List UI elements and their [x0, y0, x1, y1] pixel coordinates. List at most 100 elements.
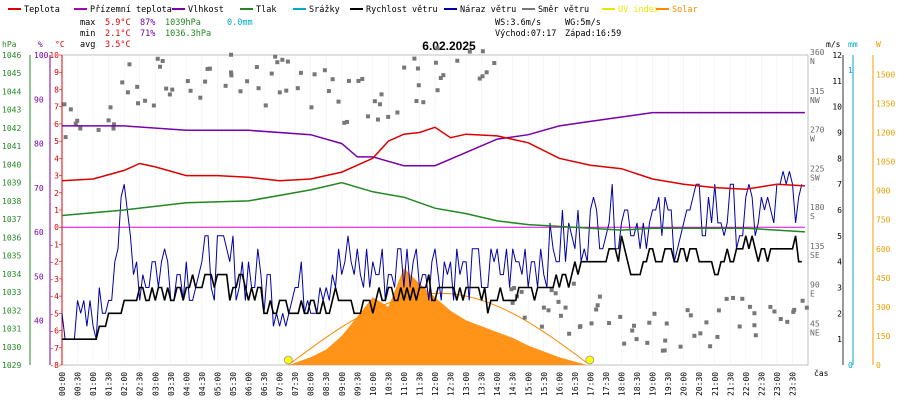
temperature-line: [61, 126, 805, 191]
legend-label: Solar: [672, 5, 698, 15]
wind-direction-point: [645, 340, 650, 345]
wind-direction-point: [435, 88, 440, 93]
stats-max-temp: 5.9°C: [105, 18, 131, 28]
humidity-tick-label: 50: [34, 272, 44, 281]
wind-direction-point: [546, 308, 551, 313]
wind-direction-point: [549, 288, 554, 293]
wind-direction-point: [597, 294, 602, 299]
humidity-line: [62, 111, 805, 167]
wind-direction-point: [277, 90, 282, 95]
wind-direction-point: [792, 307, 797, 312]
humidity-tick-label: 90: [34, 95, 44, 104]
wind-direction-point: [509, 287, 514, 292]
x-tick-label: 01:30: [105, 372, 114, 396]
temp-tick-label: 8: [54, 85, 59, 94]
temp-tick-label: 10: [49, 51, 59, 60]
wind-direction-point: [595, 303, 600, 308]
x-tick-label: 06:00: [245, 372, 254, 396]
wind-direction-point: [522, 315, 527, 320]
wind-direction-point: [607, 321, 612, 326]
wind-direction-point: [484, 70, 489, 75]
pressure-tick-label: 1036: [2, 233, 21, 242]
wind-direction-point: [563, 305, 568, 310]
wind-dir-deg-label: 360: [810, 48, 825, 57]
wind-direction-point: [631, 323, 636, 328]
wind-direction-point: [336, 99, 341, 104]
wind-direction-point: [731, 295, 736, 300]
wind-direction-point: [768, 304, 773, 309]
wind-direction-point: [715, 334, 720, 339]
temp-tick-label: -3: [49, 275, 59, 284]
legend-label: Přízemní teplota: [90, 5, 172, 15]
x-tick-label: 09:00: [338, 372, 347, 396]
pressure-tick-label: 1040: [2, 160, 21, 169]
solar-tick-label: 1350: [876, 99, 895, 108]
temp-tick-label: -5: [49, 309, 59, 318]
wind-direction-point: [188, 88, 193, 93]
x-tick-label: 12:30: [447, 372, 456, 396]
x-tick-label: 15:00: [524, 372, 533, 396]
wind-direction-point: [708, 344, 713, 349]
pressure-tick-label: 1038: [2, 197, 21, 206]
wind-direction-point: [752, 311, 757, 316]
wind-direction-point: [678, 344, 683, 349]
wind-direction-point: [203, 79, 208, 84]
wind-tick-label: 11: [832, 77, 842, 86]
pct-unit: %: [38, 40, 43, 49]
wind-direction-point: [800, 298, 805, 303]
temp-tick-label: 2: [54, 189, 59, 198]
wind-direction-point: [377, 102, 382, 107]
temp-tick-label: 3: [54, 172, 59, 181]
solar-tick-label: 0: [876, 361, 881, 370]
x-tick-label: 20:30: [695, 372, 704, 396]
wind-direction-point: [414, 99, 419, 104]
temp-tick-label: -7: [49, 344, 59, 353]
wind-direction-point: [541, 305, 546, 310]
pressure-tick-label: 1032: [2, 306, 21, 315]
pressure-tick-label: 1045: [2, 69, 21, 78]
wind-direction-point: [578, 324, 583, 329]
wind-dir-deg-label: 315: [810, 87, 825, 96]
wind-direction-point: [512, 286, 517, 291]
x-tick-label: 14:00: [493, 372, 502, 396]
wind-direction-point: [724, 296, 729, 301]
wind-direction-point: [155, 56, 160, 61]
x-tick-label: 04:00: [182, 372, 191, 396]
x-tick-label: 11:00: [400, 372, 409, 396]
wind-direction-point: [716, 308, 721, 313]
plot-area: [61, 46, 809, 365]
wind-direction-point: [589, 321, 594, 326]
wind-direction-point: [433, 60, 438, 65]
wind-dir-deg-label: 270: [810, 126, 825, 135]
wind-direction-point: [346, 78, 351, 83]
pressure-tick-label: 1037: [2, 215, 21, 224]
wind-direction-point: [435, 46, 440, 51]
x-tick-label: 10:00: [369, 372, 378, 396]
wind-direction-point: [785, 319, 790, 324]
wind-gust-stat: WG:5m/s: [565, 18, 601, 28]
wind-direction-point: [254, 65, 259, 70]
humidity-tick-label: 40: [34, 317, 44, 326]
wind-direction-point: [778, 317, 783, 322]
x-tick-label: 09:30: [353, 372, 362, 396]
legend-label: UV index: [618, 5, 659, 15]
wind-direction-point: [62, 102, 67, 107]
wind-direction-point: [164, 86, 169, 91]
wind-dir-name-label: NE: [810, 328, 820, 337]
wind-direction-point: [295, 86, 300, 91]
x-tick-label: 10:30: [384, 372, 393, 396]
wind-tick-label: 12: [832, 51, 842, 60]
wind-dir-deg-label: 180: [810, 203, 825, 212]
solar-tick-label: 900: [876, 187, 891, 196]
wind-tick-label: 8: [837, 154, 842, 163]
legend-label: Srážky: [309, 5, 340, 15]
pressure-tick-label: 1043: [2, 106, 21, 115]
wind-direction-point: [652, 311, 657, 316]
wind-direction-point: [125, 90, 130, 95]
stats-max-press: 1039hPa: [165, 18, 201, 28]
x-tick-label: 06:30: [260, 372, 269, 396]
wind-direction-point: [360, 76, 365, 81]
wind-dir-name-label: S: [810, 212, 815, 221]
legend-item: Solar: [656, 5, 698, 15]
temp-tick-label: -4: [49, 292, 59, 301]
